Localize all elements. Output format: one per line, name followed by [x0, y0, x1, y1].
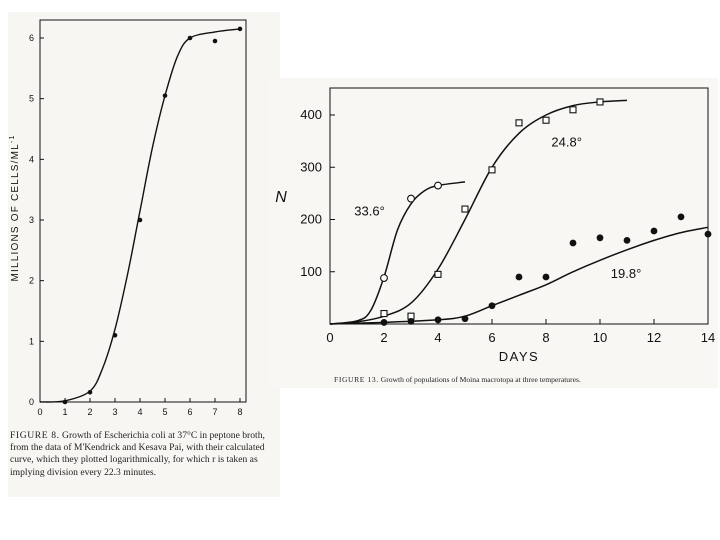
fitted-curve [39, 28, 241, 403]
x-tick-label: 14 [701, 330, 715, 345]
right-caption-label: FIGURE 13. [334, 375, 379, 384]
x-axis-label: DAYS [499, 349, 539, 364]
data-point [380, 319, 388, 326]
data-point [623, 237, 631, 244]
x-tick-label: 0 [326, 330, 333, 345]
data-point [112, 332, 118, 338]
left-figure-caption: FIGURE 8. Growth of Escherichia coli at … [10, 430, 272, 479]
y-tick-label: 6 [29, 33, 34, 43]
left-caption-label: FIGURE 8. [10, 430, 60, 441]
y-tick-label: 300 [300, 159, 322, 174]
data-point [407, 194, 415, 203]
plot-frame [329, 87, 709, 325]
data-point [677, 213, 685, 221]
data-point [380, 274, 388, 282]
x-tick-label: 4 [434, 330, 441, 345]
data-point [434, 316, 442, 324]
series-label: 24.8° [551, 134, 582, 149]
moina-growth-chart: 0 2 4 6 8 10 12 14 100 200 300 400 DAYS N 33.6° 24.8° 19… [275, 87, 715, 364]
y-axis-label-superscript: -1 [9, 134, 16, 143]
y-tick-label: 4 [29, 154, 34, 164]
x-tick-label: 10 [593, 330, 607, 345]
right-figure-caption: FIGURE 13. Growth of populations of Moin… [334, 375, 704, 384]
data-point [137, 217, 143, 223]
y-tick-label: 400 [300, 107, 322, 122]
data-point [237, 26, 243, 32]
x-tick-label: 12 [647, 330, 661, 345]
data-point [704, 230, 712, 238]
y-tick-label: 200 [300, 212, 322, 227]
data-point [542, 273, 550, 281]
data-point [434, 181, 442, 190]
right-figure-panel: 0 2 4 6 8 10 12 14 100 200 300 400 DAYS N 33.6° 24.8° 19… [268, 78, 718, 388]
x-tick-label: 7 [212, 407, 217, 417]
x-tick-label: 2 [380, 330, 387, 345]
data-point [187, 35, 193, 41]
series-curve [329, 181, 466, 325]
left-caption-text: Growth of Escherichia coli at 37°C in pe… [10, 430, 265, 478]
x-tick-label: 8 [237, 407, 242, 417]
data-point [542, 116, 550, 124]
right-caption-text: Growth of populations of Moina macrotopa… [380, 375, 581, 384]
y-tick-label: 3 [29, 215, 34, 225]
x-tick-label: 4 [137, 407, 142, 417]
data-point [488, 302, 496, 310]
x-tick-label: 3 [112, 407, 117, 417]
x-tick-label: 1 [62, 407, 67, 417]
series-label: 33.6° [354, 203, 385, 218]
data-point [87, 389, 93, 395]
x-tick-label: 6 [187, 407, 192, 417]
ecoli-growth-chart: 0 1 2 3 4 5 6 7 8 0 1 2 3 4 5 6 MILLIONS OF CELLS/ML-1 [9, 19, 247, 417]
left-figure-panel: 0 1 2 3 4 5 6 7 8 0 1 2 3 4 5 6 MILLIONS OF CELLS/ML-1 F… [8, 12, 280, 497]
data-point [569, 239, 577, 247]
y-tick-label: 5 [29, 94, 34, 104]
x-tick-label: 6 [488, 330, 495, 345]
y-tick-label: 0 [29, 397, 34, 407]
data-point [212, 38, 218, 44]
x-tick-label: 0 [37, 407, 42, 417]
data-point [596, 234, 604, 242]
y-tick-label: 100 [300, 264, 322, 279]
data-point [434, 270, 442, 278]
y-axis-label: MILLIONS OF CELLS/ML-1 [9, 134, 21, 281]
data-point [62, 399, 68, 405]
y-axis-label: N [275, 189, 287, 206]
y-tick-label: 2 [29, 276, 34, 286]
data-point [488, 166, 496, 174]
data-point [596, 98, 604, 106]
data-point [461, 205, 469, 213]
data-point [569, 106, 577, 114]
series-label: 19.8° [611, 266, 642, 281]
data-point [515, 119, 523, 127]
data-point [407, 317, 415, 325]
plot-frame [39, 19, 247, 403]
data-point [461, 315, 469, 323]
data-point [162, 93, 168, 98]
x-tick-label: 5 [162, 407, 167, 417]
y-tick-label: 1 [29, 336, 34, 346]
data-point [515, 273, 523, 281]
x-tick-label: 2 [87, 407, 92, 417]
data-point [380, 310, 388, 318]
data-point [650, 227, 658, 235]
x-tick-label: 8 [542, 330, 549, 345]
